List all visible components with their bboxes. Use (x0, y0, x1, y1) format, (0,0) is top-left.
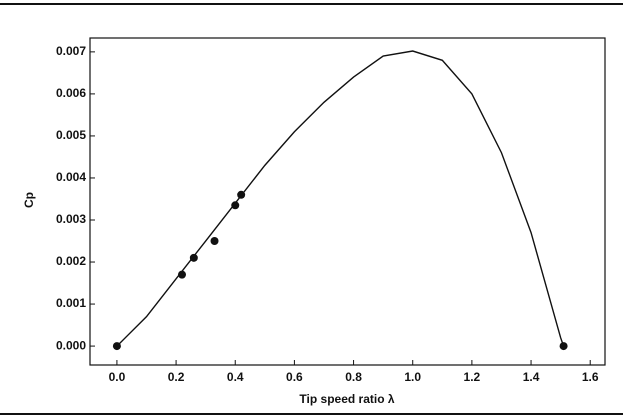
data-point (559, 342, 568, 351)
y-tick-label: 0.003 (56, 212, 86, 226)
y-tick-label: 0.004 (56, 170, 86, 184)
x-tick-label: 0.6 (286, 370, 303, 384)
data-point (231, 201, 240, 210)
data-point (112, 342, 121, 351)
y-tick-label: 0.001 (56, 296, 86, 310)
x-tick-label: 1.6 (582, 370, 599, 384)
x-tick-label: 1.4 (523, 370, 540, 384)
y-tick-label: 0.005 (56, 128, 86, 142)
plot-frame (89, 37, 606, 366)
data-point (177, 270, 186, 279)
x-tick-label: 0.0 (109, 370, 126, 384)
x-tick-label: 1.0 (404, 370, 421, 384)
x-tick-label: 0.2 (168, 370, 185, 384)
data-point (189, 253, 198, 262)
y-tick-label: 0.006 (56, 86, 86, 100)
y-tick-label: 0.000 (56, 338, 86, 352)
x-tick-label: 0.4 (227, 370, 244, 384)
x-tick-label: 0.8 (345, 370, 362, 384)
data-point (210, 237, 219, 246)
x-tick-label: 1.2 (464, 370, 481, 384)
fit-curve (116, 50, 565, 347)
y-tick-label: 0.007 (56, 44, 86, 58)
x-axis-label: Tip speed ratio λ (299, 392, 394, 406)
data-point (237, 190, 246, 199)
y-tick-label: 0.002 (56, 254, 86, 268)
y-axis-label: Cp (22, 192, 36, 208)
